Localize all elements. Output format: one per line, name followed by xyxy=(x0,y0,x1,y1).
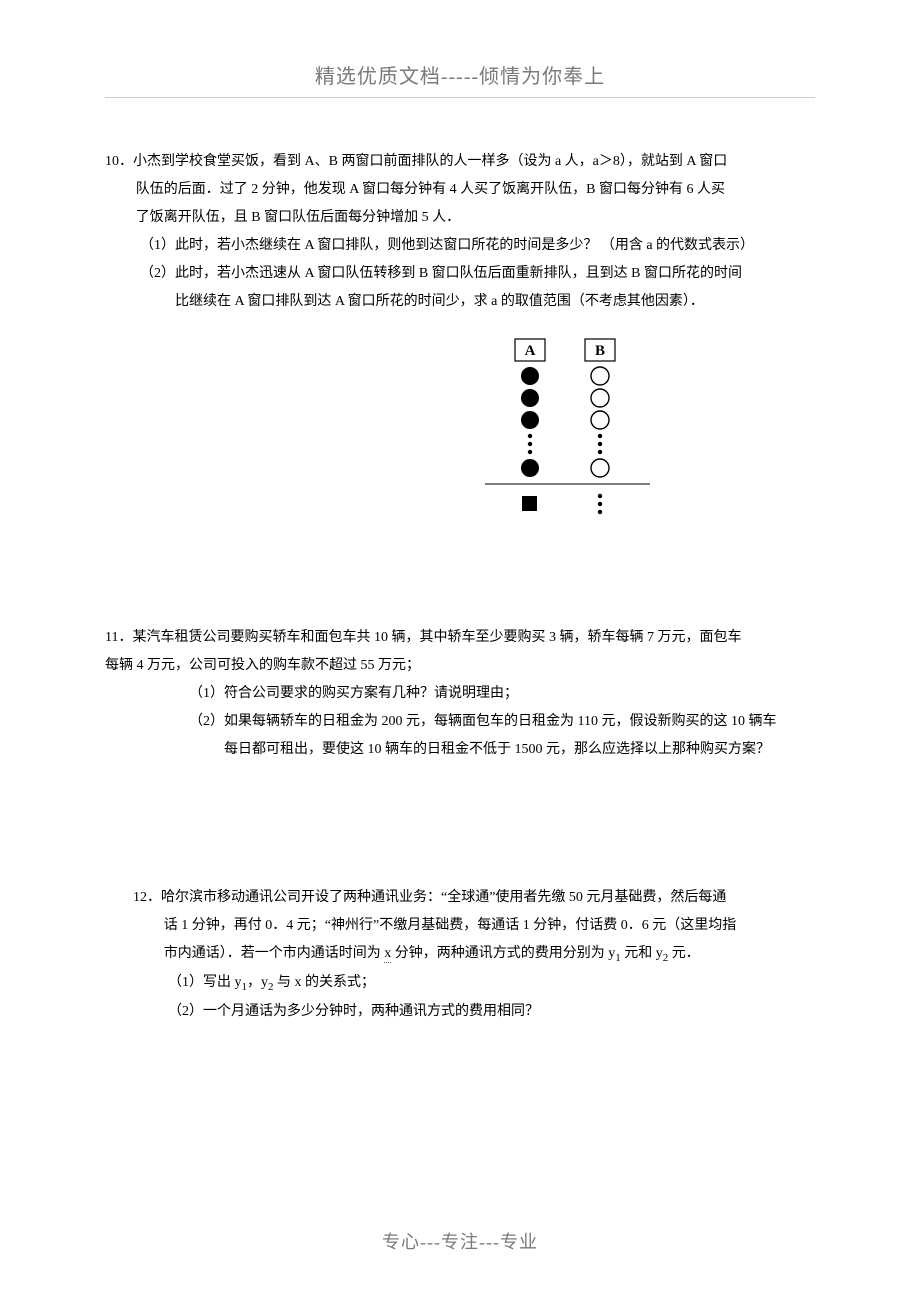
problem-10-sub2: （2）此时，若小杰迅速从 A 窗口队伍转移到 B 窗口队伍后面重新排队，且到达 … xyxy=(105,260,815,288)
document-page: 精选优质文档-----倾情为你奉上 10．小杰到学校食堂买饭，看到 A、B 两窗… xyxy=(0,0,920,1302)
problem-11-sub1: （1）符合公司要求的购买方案有几种？请说明理由； xyxy=(105,680,815,708)
problem-12: 12．哈尔滨市移动通讯公司开设了两种通讯业务：“全球通”使用者先缴 50 元月基… xyxy=(105,884,815,1026)
problem-12-sub2: （2）一个月通话为多少分钟时，两种通讯方式的费用相同？ xyxy=(105,998,815,1026)
problem-12-sub1: （1）写出 y1，y2 与 x 的关系式； xyxy=(105,969,815,998)
label-b: B xyxy=(595,343,605,359)
page-header: 精选优质文档-----倾情为你奉上 xyxy=(105,60,815,98)
problem-11: 11．某汽车租赁公司要购买轿车和面包车共 10 辆，其中轿车至少要购买 3 辆，… xyxy=(105,624,815,764)
page-footer: 专心---专注---专业 xyxy=(0,1228,920,1254)
problem-10-sub1: （1）此时，若小杰继续在 A 窗口排队，则他到达窗口所花的时间是多少？ （用含 … xyxy=(105,232,815,260)
problem-11-text: 11．某汽车租赁公司要购买轿车和面包车共 10 辆，其中轿车至少要购买 3 辆，… xyxy=(105,624,815,652)
label-a: A xyxy=(525,343,536,359)
problem-number: 11． xyxy=(105,630,132,645)
queue-diagram: A B xyxy=(105,334,815,534)
problem-number: 10． xyxy=(105,154,133,169)
problem-number: 12． xyxy=(133,890,161,905)
problem-12-text: 12．哈尔滨市移动通讯公司开设了两种通讯业务：“全球通”使用者先缴 50 元月基… xyxy=(105,884,815,912)
problem-10-text: 10．小杰到学校食堂买饭，看到 A、B 两窗口前面排队的人一样多（设为 a 人，… xyxy=(105,148,815,176)
problem-10: 10．小杰到学校食堂买饭，看到 A、B 两窗口前面排队的人一样多（设为 a 人，… xyxy=(105,148,815,534)
problem-11-sub2: （2）如果每辆轿车的日租金为 200 元，每辆面包车的日租金为 110 元，假设… xyxy=(105,708,815,736)
